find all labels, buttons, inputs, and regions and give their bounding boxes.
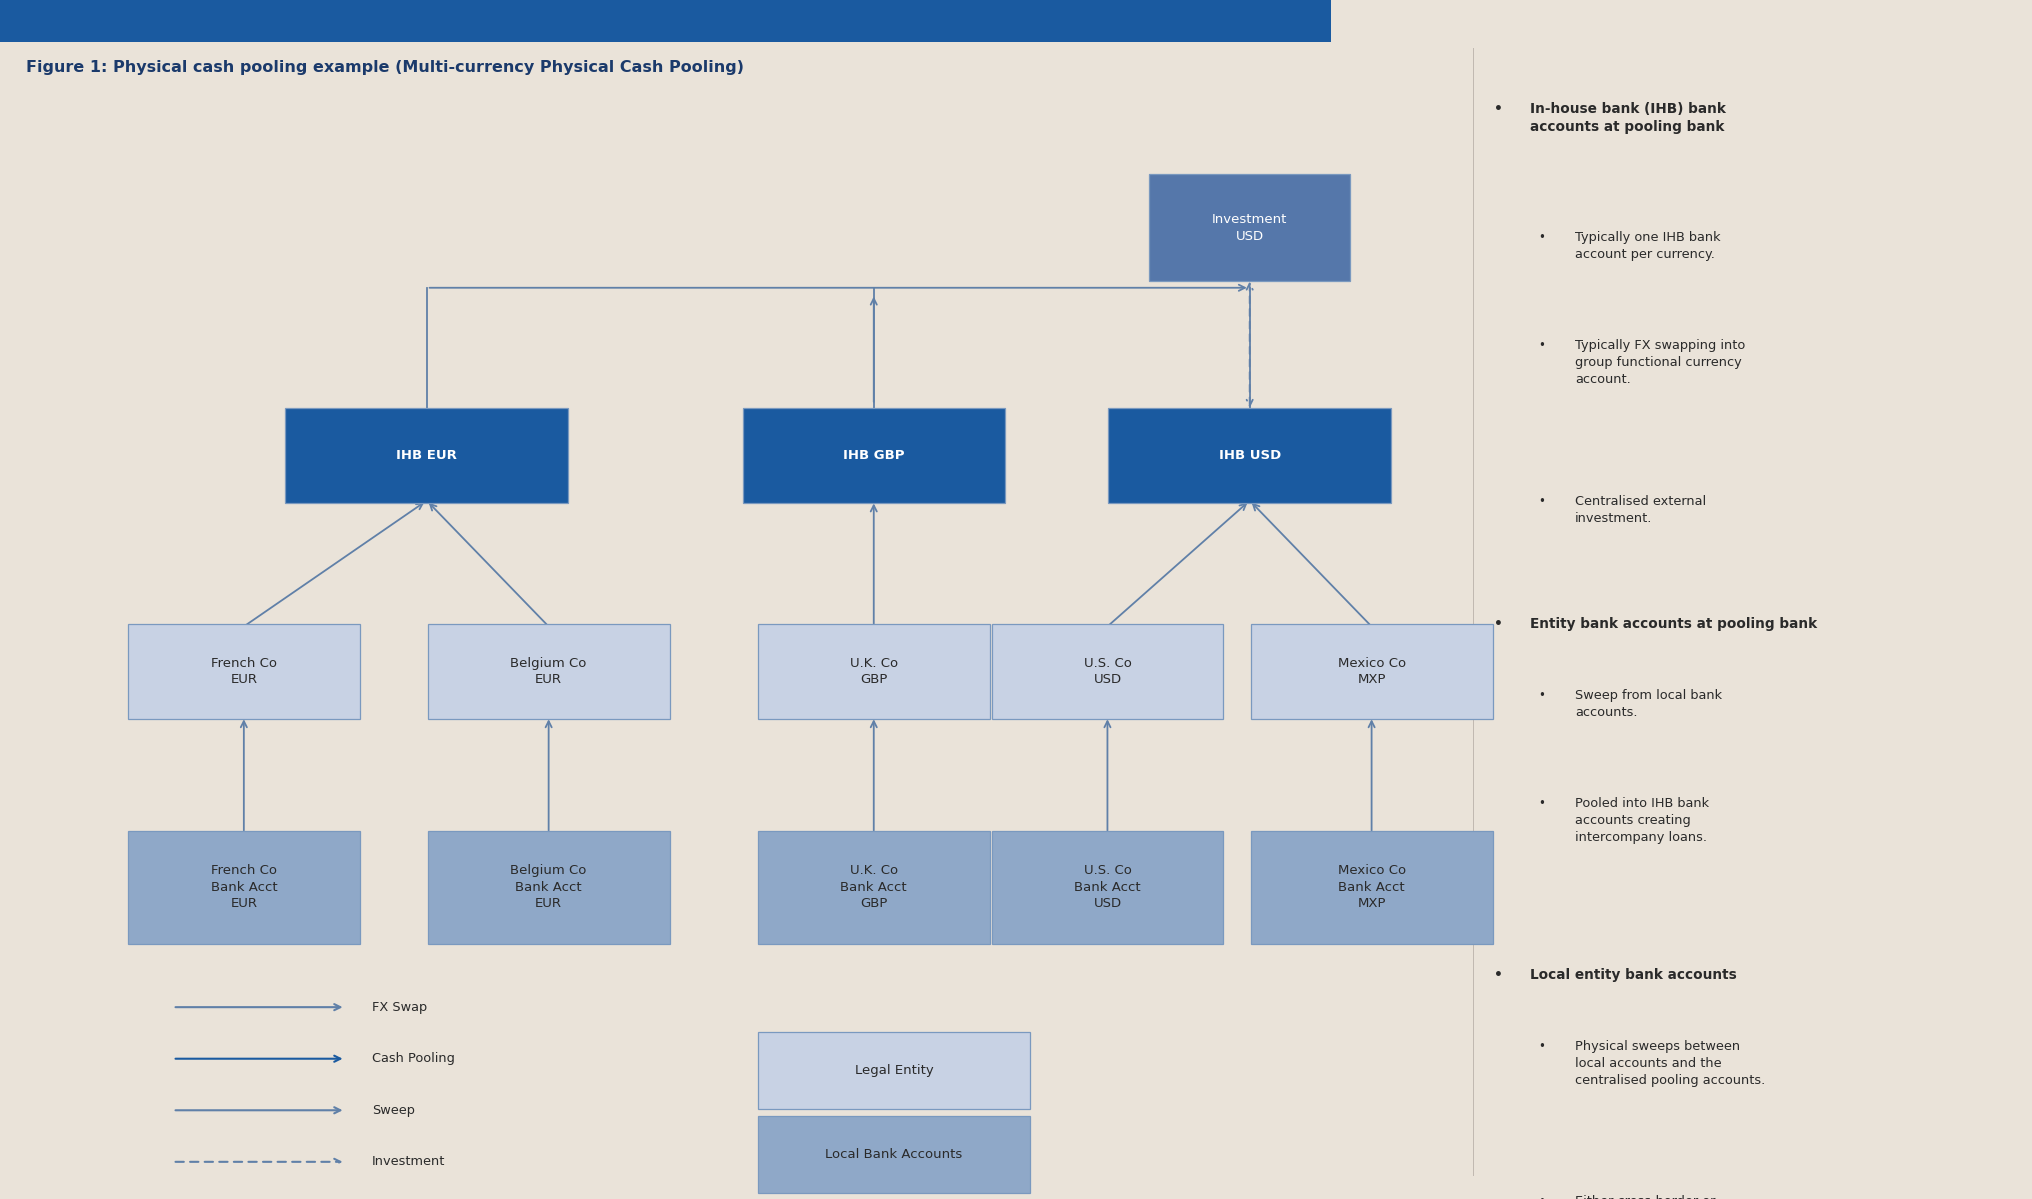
FancyBboxPatch shape — [992, 831, 1223, 944]
Text: Mexico Co
MXP: Mexico Co MXP — [1337, 657, 1406, 686]
Text: In-house bank (IHB) bank
accounts at pooling bank: In-house bank (IHB) bank accounts at poo… — [1530, 102, 1725, 134]
Text: Centralised external
investment.: Centralised external investment. — [1575, 495, 1707, 525]
Text: •: • — [1538, 689, 1544, 703]
Text: Local entity bank accounts: Local entity bank accounts — [1530, 968, 1737, 982]
FancyBboxPatch shape — [758, 1032, 1030, 1109]
Text: Mexico Co
Bank Acct
MXP: Mexico Co Bank Acct MXP — [1337, 864, 1406, 910]
Text: IHB USD: IHB USD — [1219, 450, 1280, 462]
Text: FX Swap: FX Swap — [372, 1001, 427, 1013]
Text: U.S. Co
Bank Acct
USD: U.S. Co Bank Acct USD — [1075, 864, 1140, 910]
Text: Belgium Co
Bank Acct
EUR: Belgium Co Bank Acct EUR — [510, 864, 587, 910]
FancyBboxPatch shape — [128, 831, 360, 944]
Text: U.K. Co
GBP: U.K. Co GBP — [849, 657, 898, 686]
Text: •: • — [1494, 617, 1502, 632]
FancyBboxPatch shape — [429, 831, 669, 944]
FancyBboxPatch shape — [429, 623, 669, 719]
Text: Belgium Co
EUR: Belgium Co EUR — [510, 657, 587, 686]
Text: Typically one IHB bank
account per currency.: Typically one IHB bank account per curre… — [1575, 231, 1721, 261]
Text: •: • — [1538, 495, 1544, 508]
FancyBboxPatch shape — [744, 408, 1004, 504]
Text: U.S. Co
USD: U.S. Co USD — [1083, 657, 1132, 686]
Text: Cash Pooling: Cash Pooling — [372, 1053, 455, 1065]
Text: Entity bank accounts at pooling bank: Entity bank accounts at pooling bank — [1530, 617, 1817, 632]
Text: Investment: Investment — [372, 1156, 445, 1168]
Text: Figure 1: Physical cash pooling example (Multi-currency Physical Cash Pooling): Figure 1: Physical cash pooling example … — [26, 60, 744, 76]
Text: •: • — [1538, 1195, 1544, 1199]
Text: IHB GBP: IHB GBP — [843, 450, 904, 462]
Text: Physical sweeps between
local accounts and the
centralised pooling accounts.: Physical sweeps between local accounts a… — [1575, 1040, 1766, 1086]
Text: Investment
USD: Investment USD — [1211, 213, 1288, 242]
Text: Sweep from local bank
accounts.: Sweep from local bank accounts. — [1575, 689, 1721, 719]
FancyBboxPatch shape — [758, 623, 990, 719]
FancyBboxPatch shape — [128, 623, 360, 719]
FancyBboxPatch shape — [1252, 623, 1491, 719]
FancyBboxPatch shape — [992, 623, 1223, 719]
Text: Local Bank Accounts: Local Bank Accounts — [825, 1149, 963, 1161]
Text: French Co
Bank Acct
EUR: French Co Bank Acct EUR — [211, 864, 276, 910]
Text: •: • — [1538, 339, 1544, 353]
FancyBboxPatch shape — [284, 408, 567, 504]
Text: •: • — [1538, 797, 1544, 811]
Bar — [0, 0, 1331, 42]
Text: French Co
EUR: French Co EUR — [211, 657, 276, 686]
FancyBboxPatch shape — [758, 831, 990, 944]
Text: IHB EUR: IHB EUR — [396, 450, 457, 462]
Text: Sweep: Sweep — [372, 1104, 415, 1116]
Text: •: • — [1538, 1040, 1544, 1053]
Text: •: • — [1494, 968, 1502, 982]
FancyBboxPatch shape — [758, 1116, 1030, 1193]
Text: Legal Entity: Legal Entity — [855, 1065, 933, 1077]
FancyBboxPatch shape — [1150, 175, 1349, 282]
Text: Typically FX swapping into
group functional currency
account.: Typically FX swapping into group functio… — [1575, 339, 1745, 386]
Text: •: • — [1538, 231, 1544, 245]
Text: U.K. Co
Bank Acct
GBP: U.K. Co Bank Acct GBP — [841, 864, 906, 910]
FancyBboxPatch shape — [1109, 408, 1390, 504]
Text: •: • — [1494, 102, 1502, 116]
Text: Pooled into IHB bank
accounts creating
intercompany loans.: Pooled into IHB bank accounts creating i… — [1575, 797, 1709, 844]
Text: Either cross-border or
in-country sweeps.: Either cross-border or in-country sweeps… — [1575, 1195, 1715, 1199]
FancyBboxPatch shape — [1252, 831, 1491, 944]
